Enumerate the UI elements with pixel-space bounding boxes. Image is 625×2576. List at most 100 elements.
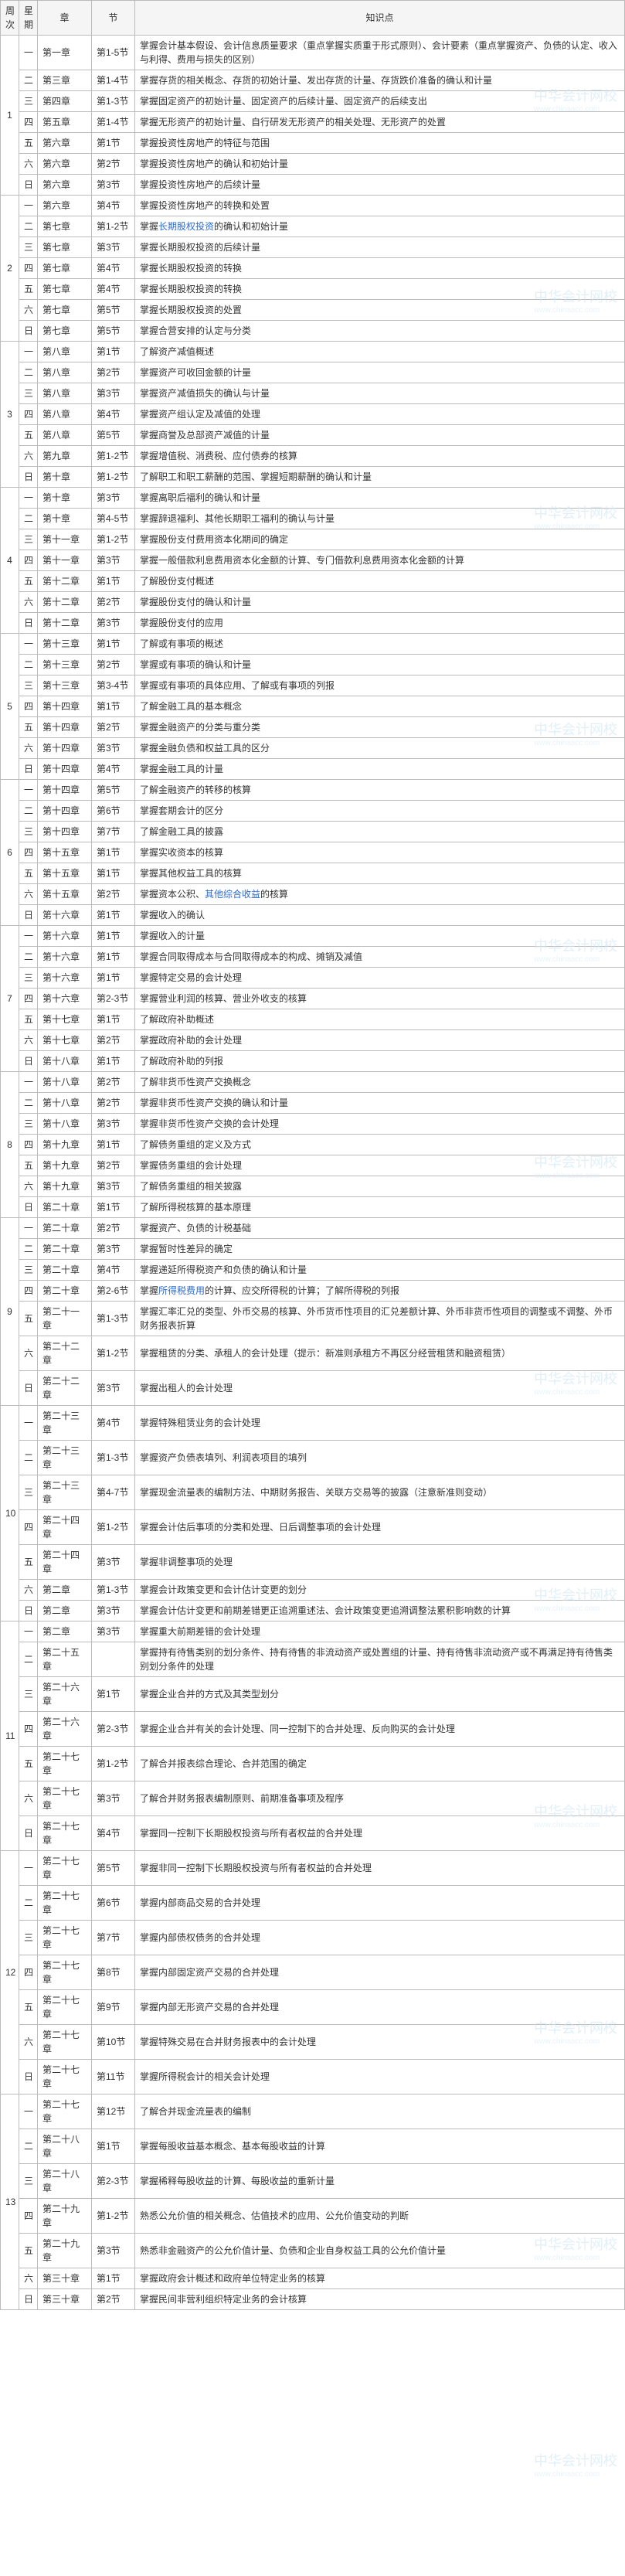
table-row: 五第二十七章第9节掌握内部无形资产交易的合并处理 <box>1 1990 625 2025</box>
cell-kp: 了解资产减值概述 <box>135 342 625 362</box>
cell-section: 第1-4节 <box>92 70 135 91</box>
cell-day: 六 <box>19 300 38 321</box>
cell-kp: 了解合并报表综合理论、合并范围的确定 <box>135 1747 625 1781</box>
table-row: 五第七章第4节掌握长期股权投资的转换 <box>1 279 625 300</box>
table-row: 日第三十章第2节掌握民间非营利组织特定业务的会计核算 <box>1 2289 625 2310</box>
cell-kp: 掌握金融工具的计量 <box>135 759 625 780</box>
cell-kp: 了解政府补助概述 <box>135 1009 625 1030</box>
cell-kp: 掌握特殊交易在合并财务报表中的会计处理 <box>135 2025 625 2060</box>
cell-day: 一 <box>19 926 38 947</box>
cell-week: 3 <box>1 342 19 488</box>
cell-section: 第8节 <box>92 1955 135 1990</box>
cell-kp: 了解金融资产的转移的核算 <box>135 780 625 801</box>
cell-day: 六 <box>19 1030 38 1051</box>
cell-section: 第6节 <box>92 801 135 822</box>
table-row: 三第十六章第1节掌握特定交易的会计处理 <box>1 968 625 989</box>
table-row: 日第十八章第1节了解政府补助的列报 <box>1 1051 625 1072</box>
table-row: 三第十三章第3-4节掌握或有事项的具体应用、了解或有事项的列报 <box>1 675 625 696</box>
cell-kp: 掌握增值税、消费税、应付债券的核算 <box>135 446 625 467</box>
cell-kp: 掌握稀释每股收益的计算、每股收益的重新计量 <box>135 2164 625 2199</box>
cell-day: 二 <box>19 655 38 675</box>
cell-section: 第1-2节 <box>92 216 135 237</box>
cell-section: 第2节 <box>92 592 135 613</box>
cell-chapter: 第十二章 <box>38 571 92 592</box>
cell-chapter: 第十四章 <box>38 780 92 801</box>
cell-kp: 掌握股份支付的应用 <box>135 613 625 634</box>
cell-section: 第1-2节 <box>92 2199 135 2234</box>
cell-kp: 掌握一般借款利息费用资本化金额的计算、专门借款利息费用资本化金额的计算 <box>135 550 625 571</box>
cell-section: 第1-3节 <box>92 91 135 112</box>
cell-day: 六 <box>19 592 38 613</box>
cell-day: 三 <box>19 1677 38 1712</box>
cell-section: 第3-4节 <box>92 675 135 696</box>
cell-chapter: 第十六章 <box>38 905 92 926</box>
cell-chapter: 第二十五章 <box>38 1642 92 1677</box>
cell-kp: 掌握或有事项的确认和计量 <box>135 655 625 675</box>
cell-section: 第1-2节 <box>92 1747 135 1781</box>
cell-week: 8 <box>1 1072 19 1218</box>
cell-day: 五 <box>19 571 38 592</box>
cell-day: 五 <box>19 1747 38 1781</box>
table-row: 三第七章第3节掌握长期股权投资的后续计量 <box>1 237 625 258</box>
table-row: 4一第十章第3节掌握离职后福利的确认和计量 <box>1 488 625 509</box>
table-row: 10一第二十三章第4节掌握特殊租赁业务的会计处理 <box>1 1406 625 1441</box>
cell-section: 第1-2节 <box>92 467 135 488</box>
cell-day: 六 <box>19 446 38 467</box>
cell-kp: 了解债务重组的相关披露 <box>135 1176 625 1197</box>
cell-kp: 掌握资产、负债的计税基础 <box>135 1218 625 1239</box>
cell-chapter: 第二十八章 <box>38 2129 92 2164</box>
table-row: 四第十六章第2-3节掌握营业利润的核算、营业外收支的核算 <box>1 989 625 1009</box>
cell-day: 三 <box>19 91 38 112</box>
cell-chapter: 第十二章 <box>38 592 92 613</box>
cell-chapter: 第十七章 <box>38 1030 92 1051</box>
cell-section: 第1节 <box>92 2268 135 2289</box>
cell-kp: 掌握汇率汇兑的类型、外币交易的核算、外币货币性项目的汇兑差额计算、外币非货币性项… <box>135 1302 625 1336</box>
cell-section: 第1节 <box>92 1135 135 1155</box>
cell-day: 二 <box>19 362 38 383</box>
cell-kp: 掌握会计政策变更和会计估计变更的划分 <box>135 1580 625 1601</box>
cell-section: 第2节 <box>92 154 135 175</box>
cell-day: 六 <box>19 2025 38 2060</box>
cell-section: 第4节 <box>92 258 135 279</box>
cell-section: 第1-2节 <box>92 1336 135 1371</box>
cell-section: 第2节 <box>92 1093 135 1114</box>
cell-chapter: 第十四章 <box>38 822 92 842</box>
cell-chapter: 第三十章 <box>38 2268 92 2289</box>
cell-day: 三 <box>19 1260 38 1281</box>
cell-section: 第1节 <box>92 863 135 884</box>
cell-chapter: 第十九章 <box>38 1155 92 1176</box>
cell-chapter: 第十七章 <box>38 1009 92 1030</box>
cell-kp: 掌握合同取得成本与合同取得成本的构成、摊销及减值 <box>135 947 625 968</box>
cell-chapter: 第二十章 <box>38 1260 92 1281</box>
cell-chapter: 第二十章 <box>38 1218 92 1239</box>
cell-section: 第2-3节 <box>92 2164 135 2199</box>
cell-section: 第4-7节 <box>92 1475 135 1510</box>
cell-day: 三 <box>19 1921 38 1955</box>
header-section: 节 <box>92 1 135 36</box>
table-row: 六第十五章第2节掌握资本公积、其他综合收益的核算 <box>1 884 625 905</box>
table-row: 五第二十一章第1-3节掌握汇率汇兑的类型、外币交易的核算、外币货币性项目的汇兑差… <box>1 1302 625 1336</box>
cell-chapter: 第二十七章 <box>38 1781 92 1816</box>
cell-section: 第1节 <box>92 133 135 154</box>
cell-section: 第5节 <box>92 321 135 342</box>
cell-day: 日 <box>19 1371 38 1406</box>
cell-kp: 掌握营业利润的核算、营业外收支的核算 <box>135 989 625 1009</box>
link-text[interactable]: 其他综合收益 <box>205 889 260 900</box>
cell-kp: 掌握内部商品交易的合并处理 <box>135 1886 625 1921</box>
cell-day: 三 <box>19 675 38 696</box>
cell-day: 六 <box>19 154 38 175</box>
link-text[interactable]: 长期股权投资 <box>158 221 214 232</box>
table-row: 五第二十九章第3节熟悉非金融资产的公允价值计量、负债和企业自身权益工具的公允价值… <box>1 2234 625 2268</box>
cell-chapter: 第十三章 <box>38 634 92 655</box>
cell-day: 六 <box>19 1781 38 1816</box>
cell-day: 五 <box>19 133 38 154</box>
header-row: 周次 星期 章 节 知识点 <box>1 1 625 36</box>
cell-day: 日 <box>19 467 38 488</box>
cell-chapter: 第十一章 <box>38 550 92 571</box>
cell-day: 五 <box>19 1302 38 1336</box>
link-text[interactable]: 所得税费用 <box>158 1285 205 1296</box>
cell-chapter: 第二十四章 <box>38 1510 92 1545</box>
cell-day: 五 <box>19 1990 38 2025</box>
cell-kp: 掌握存货的相关概念、存货的初始计量、发出存货的计量、存货跌价准备的确认和计量 <box>135 70 625 91</box>
cell-kp: 了解合并财务报表编制原则、前期准备事项及程序 <box>135 1781 625 1816</box>
